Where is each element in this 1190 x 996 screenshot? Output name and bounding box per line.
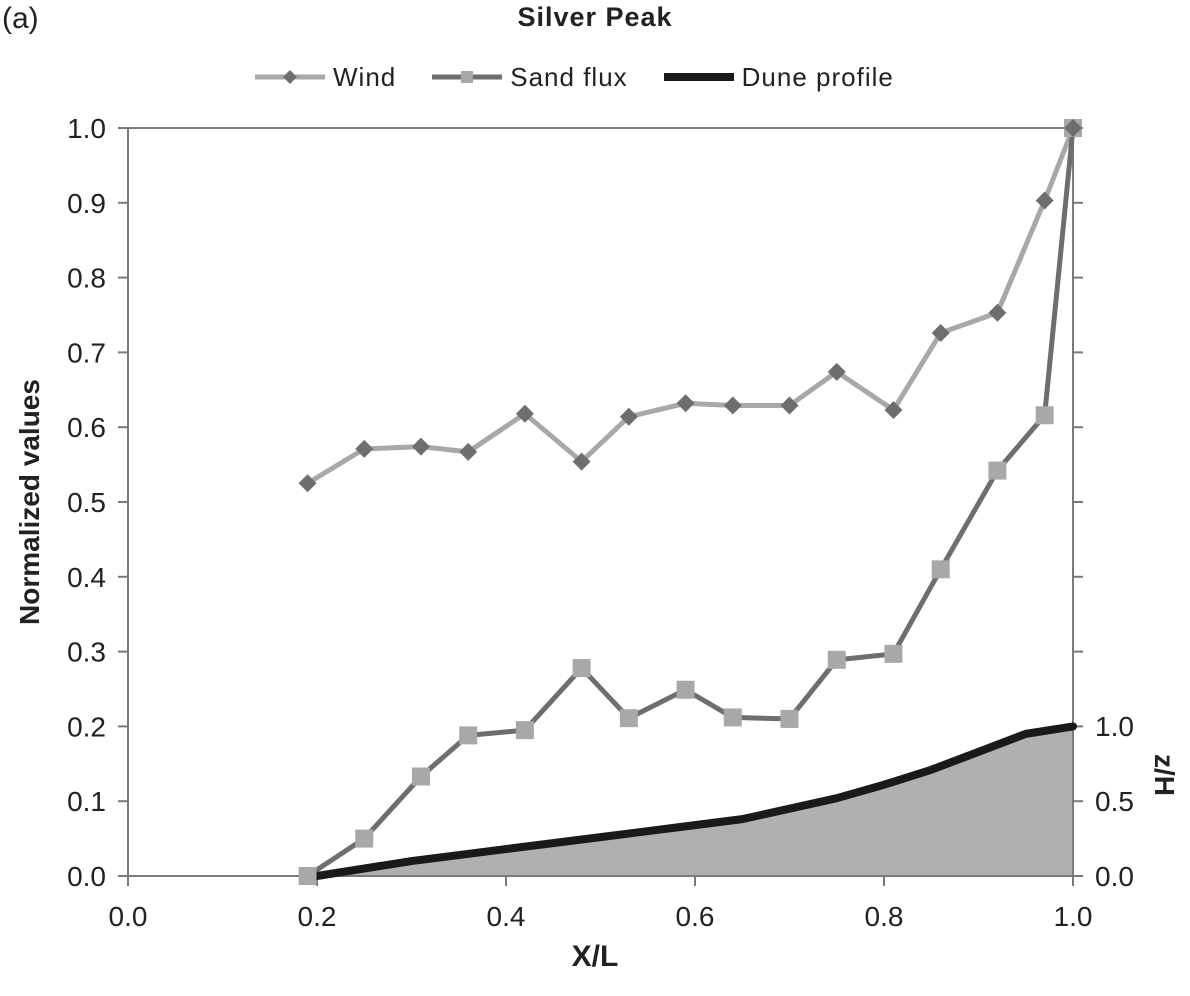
sand-flux-point	[459, 726, 478, 745]
y-tick-label: 0.6	[67, 412, 106, 443]
wind-point	[619, 407, 638, 426]
dune-profile-line	[313, 722, 1077, 880]
x-tick-label: 1.0	[1054, 901, 1093, 932]
y-tick-label: 1.0	[67, 113, 106, 144]
wind-point	[780, 396, 799, 415]
wind-line	[306, 127, 1076, 486]
legend-item-dune-profile: Dune profile	[663, 61, 894, 93]
y-tick-label: 0.5	[67, 487, 106, 518]
y2-tick-label: 0.5	[1095, 786, 1134, 817]
wind-point	[723, 396, 742, 415]
sand-flux-point	[827, 650, 846, 669]
wind-point	[1035, 191, 1054, 210]
legend-item-sand-flux: Sand flux	[432, 62, 627, 93]
sand-flux-point	[723, 708, 742, 727]
legend-swatch-sand-flux	[432, 71, 503, 83]
sand-flux-point	[619, 709, 638, 728]
y-tick-label: 0.7	[67, 337, 106, 368]
y2-tick-label: 1.0	[1095, 711, 1134, 742]
y-tick-label: 0.0	[67, 861, 106, 892]
y-axis-label: Normalized values	[14, 379, 45, 625]
x-axis-label: X/L	[571, 940, 619, 973]
sand-flux-point	[572, 659, 591, 678]
legend: Wind Sand flux Dune profile	[255, 60, 930, 94]
wind-point	[676, 394, 695, 413]
y-tick-label: 0.9	[67, 188, 106, 219]
sand-flux-point	[298, 867, 317, 885]
sand-flux-point	[515, 721, 534, 740]
wind-point	[827, 362, 846, 381]
legend-swatch-dune-profile	[663, 73, 734, 81]
y-tick-label: 0.1	[67, 786, 106, 817]
sand-flux-point	[676, 680, 695, 699]
legend-label-dune-profile: Dune profile	[741, 61, 894, 92]
y2-tick-label: 0.0	[1095, 861, 1134, 892]
x-tick-label: 0.4	[487, 901, 526, 932]
wind-point	[355, 439, 374, 458]
sand-flux-line	[306, 127, 1076, 879]
sand-flux-point	[411, 767, 430, 786]
wind-point	[411, 437, 430, 456]
x-tick-label: 0.6	[676, 901, 715, 932]
dune-profile-area	[317, 726, 1073, 876]
sand-flux-point	[988, 461, 1007, 480]
sand-flux-point	[355, 829, 374, 848]
wind-point	[572, 452, 591, 471]
panel-label: (a)	[2, 2, 39, 35]
wind-point	[988, 303, 1007, 322]
y-tick-label: 0.8	[67, 263, 106, 294]
wind-point	[884, 400, 903, 419]
legend-label-wind: Wind	[333, 61, 397, 92]
y2-axis-label: z/H	[1149, 754, 1180, 796]
sand-flux-point	[931, 560, 950, 579]
y-tick-label: 0.2	[67, 711, 106, 742]
x-tick-label: 0.0	[109, 901, 148, 932]
wind-point	[515, 404, 534, 423]
chart-title: Silver Peak	[517, 2, 673, 32]
sand-flux-point	[1035, 406, 1054, 425]
x-tick-label: 0.2	[298, 901, 337, 932]
x-tick-label: 0.8	[865, 901, 904, 932]
sand-flux-point	[884, 644, 903, 663]
wind-point	[298, 474, 317, 493]
y-tick-label: 0.3	[67, 637, 106, 668]
wind-point	[459, 442, 478, 461]
legend-swatch-wind	[255, 70, 325, 84]
legend-item-wind: Wind	[255, 62, 396, 93]
sand-flux-point	[780, 709, 799, 728]
wind-point	[931, 323, 950, 342]
legend-label-sand-flux: Sand flux	[510, 61, 628, 92]
y-tick-label: 0.4	[67, 562, 106, 593]
wind-point	[1064, 119, 1082, 137]
